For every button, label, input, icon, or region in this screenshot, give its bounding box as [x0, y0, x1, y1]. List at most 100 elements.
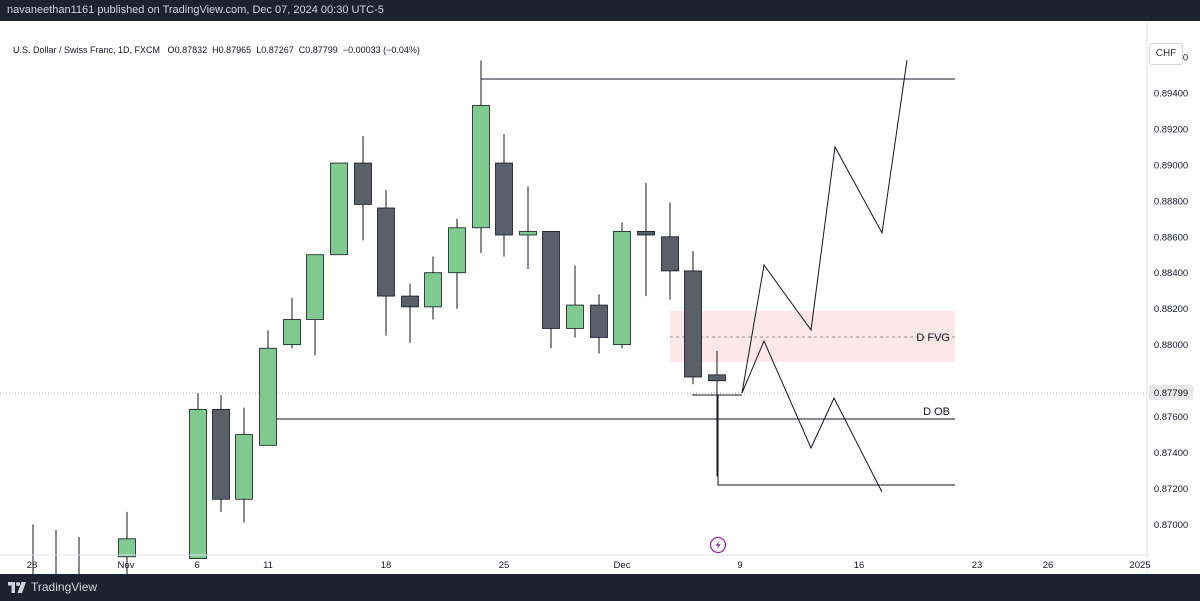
price-chart[interactable]: D FVG D OB 0.896000.894000.892000.890000…: [0, 21, 1200, 574]
candle-body: [354, 162, 372, 205]
time-axis[interactable]: 28 Nov 6 11 18 25 Dec 9 16 23 26 2025: [27, 560, 1151, 571]
candle[interactable]: [708, 350, 726, 477]
low-label: L: [256, 45, 262, 55]
symbol-legend: U.S. Dollar / Swiss Franc, 1D, FXCM O0.8…: [13, 45, 420, 55]
candle[interactable]: [48, 529, 65, 574]
footer-bar: TradingView: [0, 574, 1200, 601]
candle-body: [330, 162, 348, 256]
candle-body: [472, 105, 490, 229]
attribution-bar: navaneethan1161 published on TradingView…: [0, 0, 1200, 21]
candle[interactable]: [519, 186, 537, 270]
candle-body: [566, 304, 584, 329]
candle-body: [189, 408, 207, 559]
candle[interactable]: [377, 190, 395, 336]
candle[interactable]: [354, 136, 372, 241]
price-tick-label: 0.88400: [1154, 268, 1188, 279]
symbol-name: U.S. Dollar / Swiss Franc, 1D, FXCM: [13, 45, 161, 55]
currency-button[interactable]: CHF: [1149, 43, 1183, 65]
time-tick-label: Nov: [118, 560, 135, 571]
price-tick-label: 0.87200: [1154, 484, 1188, 495]
candle[interactable]: [613, 222, 631, 349]
fvg-label: D FVG: [916, 332, 950, 344]
time-tick-label: 16: [854, 560, 865, 571]
current-bracket-line: [692, 394, 742, 396]
price-tick-label: 0.87600: [1154, 412, 1188, 423]
time-tick-label: 28: [27, 560, 38, 571]
candle-body: [637, 230, 655, 236]
chart-panel[interactable]: D FVG D OB 0.896000.894000.892000.890000…: [0, 21, 1200, 574]
candle[interactable]: [118, 511, 136, 574]
candle-body: [590, 304, 608, 338]
last-price-tag: [1149, 385, 1193, 400]
candle-body: [661, 236, 679, 272]
open-label: O: [167, 45, 175, 55]
candle[interactable]: [306, 254, 324, 356]
price-axis[interactable]: 0.896000.894000.892000.890000.888000.886…: [1154, 52, 1188, 530]
candle[interactable]: [637, 182, 655, 297]
low-target-line: [717, 395, 955, 486]
tradingview-logo[interactable]: TradingView: [8, 580, 97, 594]
change-value: −0.00033 (−0.04%): [342, 45, 420, 55]
price-tick-label: 0.88800: [1154, 196, 1188, 207]
price-tick-label: 0.88000: [1154, 340, 1188, 351]
price-tick-label: 0.87400: [1154, 448, 1188, 459]
low-value: 0.87267: [261, 45, 294, 55]
candle-body: [542, 230, 560, 329]
tradingview-brand: TradingView: [31, 580, 98, 594]
candle-body: [684, 270, 702, 378]
candle[interactable]: [661, 202, 679, 300]
tradingview-logo-icon: [8, 581, 26, 593]
candle[interactable]: [25, 524, 42, 574]
candle[interactable]: [235, 407, 253, 523]
candle-body: [448, 227, 466, 274]
price-tick-label: 0.88600: [1154, 232, 1188, 243]
price-tick-label: 0.88200: [1154, 304, 1188, 315]
open-value: 0.87832: [174, 45, 208, 55]
time-tick-label: 11: [263, 560, 273, 571]
time-tick-label: 18: [381, 560, 392, 571]
lightning-event-icon[interactable]: [709, 536, 727, 554]
candle-body: [118, 538, 136, 558]
candle[interactable]: [495, 134, 513, 257]
price-tick-label: 0.89400: [1154, 88, 1188, 99]
candle-body: [235, 434, 253, 500]
price-tick-label: 0.89000: [1154, 160, 1188, 171]
close-label: C: [298, 45, 306, 55]
candle[interactable]: [684, 251, 702, 385]
time-tick-label: Dec: [614, 560, 631, 571]
candles-group: [25, 60, 726, 574]
candle-body: [377, 207, 395, 297]
candle[interactable]: [566, 265, 584, 338]
candle-body: [708, 374, 726, 382]
candle[interactable]: [71, 537, 88, 574]
candle-body: [519, 230, 537, 236]
candle-body: [306, 254, 324, 320]
candle[interactable]: [448, 218, 466, 309]
bearish-projection-path: [741, 339, 883, 493]
time-tick-label: 9: [737, 560, 742, 571]
candle[interactable]: [259, 330, 277, 446]
candle[interactable]: [590, 294, 608, 354]
time-tick-label: 23: [972, 560, 983, 571]
candle[interactable]: [401, 283, 419, 343]
candle[interactable]: [330, 162, 348, 256]
candle[interactable]: [542, 230, 560, 349]
time-tick-label: 25: [499, 560, 510, 571]
candle[interactable]: [283, 297, 301, 349]
candle-body: [283, 319, 301, 346]
candle[interactable]: [424, 256, 442, 320]
time-tick-label: 6: [194, 560, 199, 571]
price-tick-label: 0.89200: [1154, 124, 1188, 135]
time-tick-label: 26: [1043, 560, 1054, 571]
candle-body: [495, 162, 513, 236]
high-label: H: [212, 45, 219, 55]
close-value: 0.87799: [305, 45, 338, 55]
time-tick-label: 2025: [1129, 560, 1150, 571]
price-tick-label: 0.87000: [1154, 520, 1188, 531]
candle[interactable]: [212, 394, 230, 512]
candle[interactable]: [472, 60, 490, 253]
high-level-line: [480, 78, 955, 120]
candle[interactable]: [189, 393, 207, 559]
last-price-label: 0.87799: [1154, 388, 1188, 399]
candle-body: [424, 272, 442, 308]
